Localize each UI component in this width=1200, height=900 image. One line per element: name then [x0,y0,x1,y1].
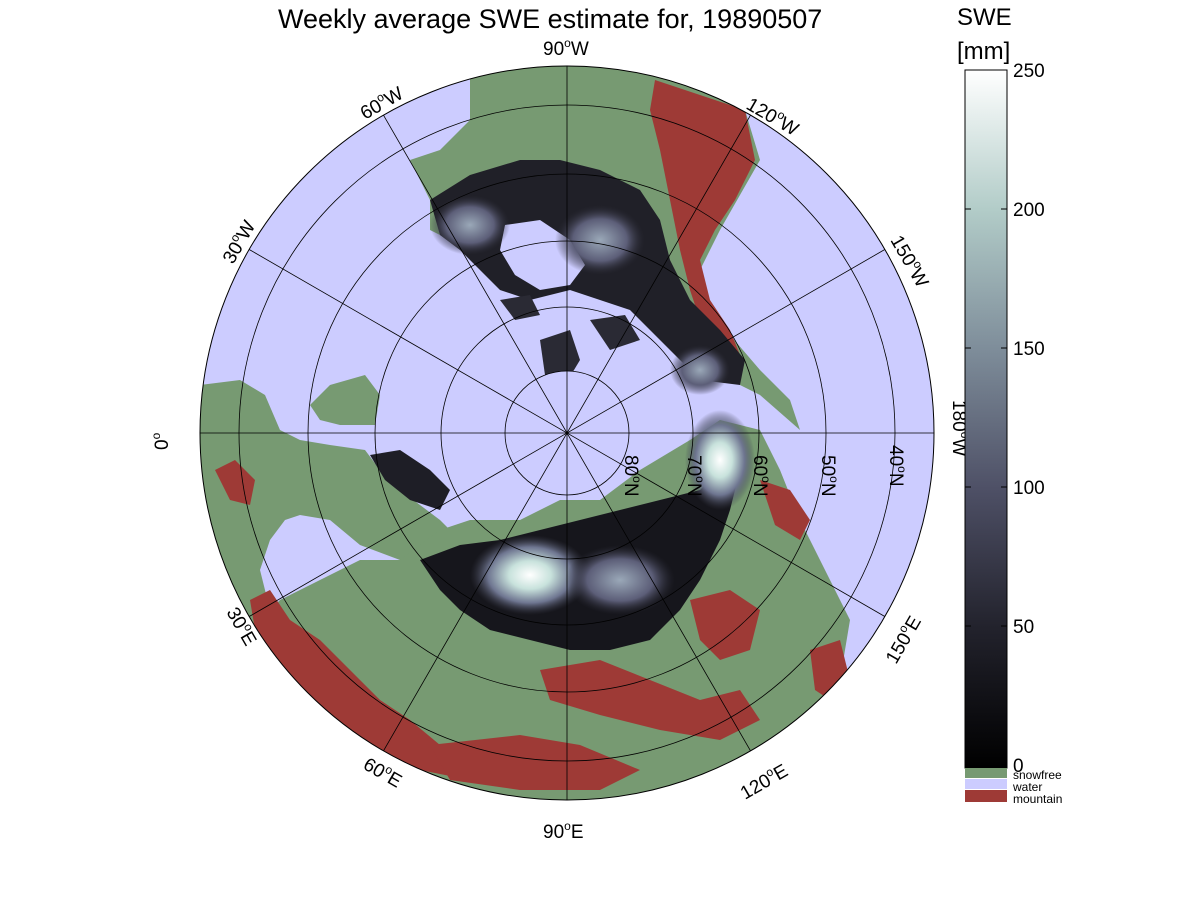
colorbar-tick-label: 50 [1013,617,1034,638]
landmass-greenland [310,375,380,425]
legend-label-snowfree: snowfree [1013,768,1062,782]
snow-mid-alaska [670,345,730,395]
lat-label-50n: 50oN [817,455,841,497]
legend-swatch-snowfree [965,768,1007,778]
colorbar-unit: [mm] [957,38,1011,65]
lon-label-90e: 90oE [543,819,584,843]
colorbar-gradient [964,69,1008,769]
landmass-europe-africa [200,380,460,640]
snow-mid-labrador [430,195,510,255]
colorbar-tick-label: 150 [1013,339,1045,360]
colorbar-tick-label: 100 [1013,478,1045,499]
colorbar-title: SWE [957,4,1012,31]
legend-label-water: water [1012,780,1042,794]
snow-cover-scandinavia [370,450,450,510]
legend-label-mountain: mountain [1013,792,1062,806]
lon-label-0: 0o [149,432,173,450]
snow-maximum-east-siberia [685,410,755,510]
graticule [200,66,934,800]
snow-mid-canada [555,205,645,275]
lat-label-40n: 40oN [885,445,909,487]
lon-label-150e: 150oE [880,611,926,667]
map-title: Weekly average SWE estimate for, 1989050… [278,4,823,34]
snow-mid-central-asia [565,545,675,615]
map-border [199,65,935,801]
colorbar: 0 50 100 150 200 250 snowfree water mountain [964,61,1062,806]
snow-maximum-siberia [470,535,590,615]
lon-label-120e: 120oE [736,758,792,804]
lon-label-90w: 90oW [543,36,589,60]
mountain-regions [215,80,850,790]
lat-label-70n: 70oN [683,455,707,497]
latitude-labels: 80oN 70oN 60oN 50oN 40oN [620,445,909,497]
colorbar-tick-label: 200 [1013,200,1045,221]
legend-swatch-mountain [965,790,1007,802]
colorbar-ticks: 0 50 100 150 200 250 [965,61,1045,777]
lat-label-80n: 80oN [620,455,644,497]
lat-label-60n: 60oN [749,455,773,497]
legend-swatch-water [965,779,1007,789]
colorbar-tick-label: 0 [1013,756,1024,777]
colorbar-tick-label: 250 [1013,61,1045,82]
